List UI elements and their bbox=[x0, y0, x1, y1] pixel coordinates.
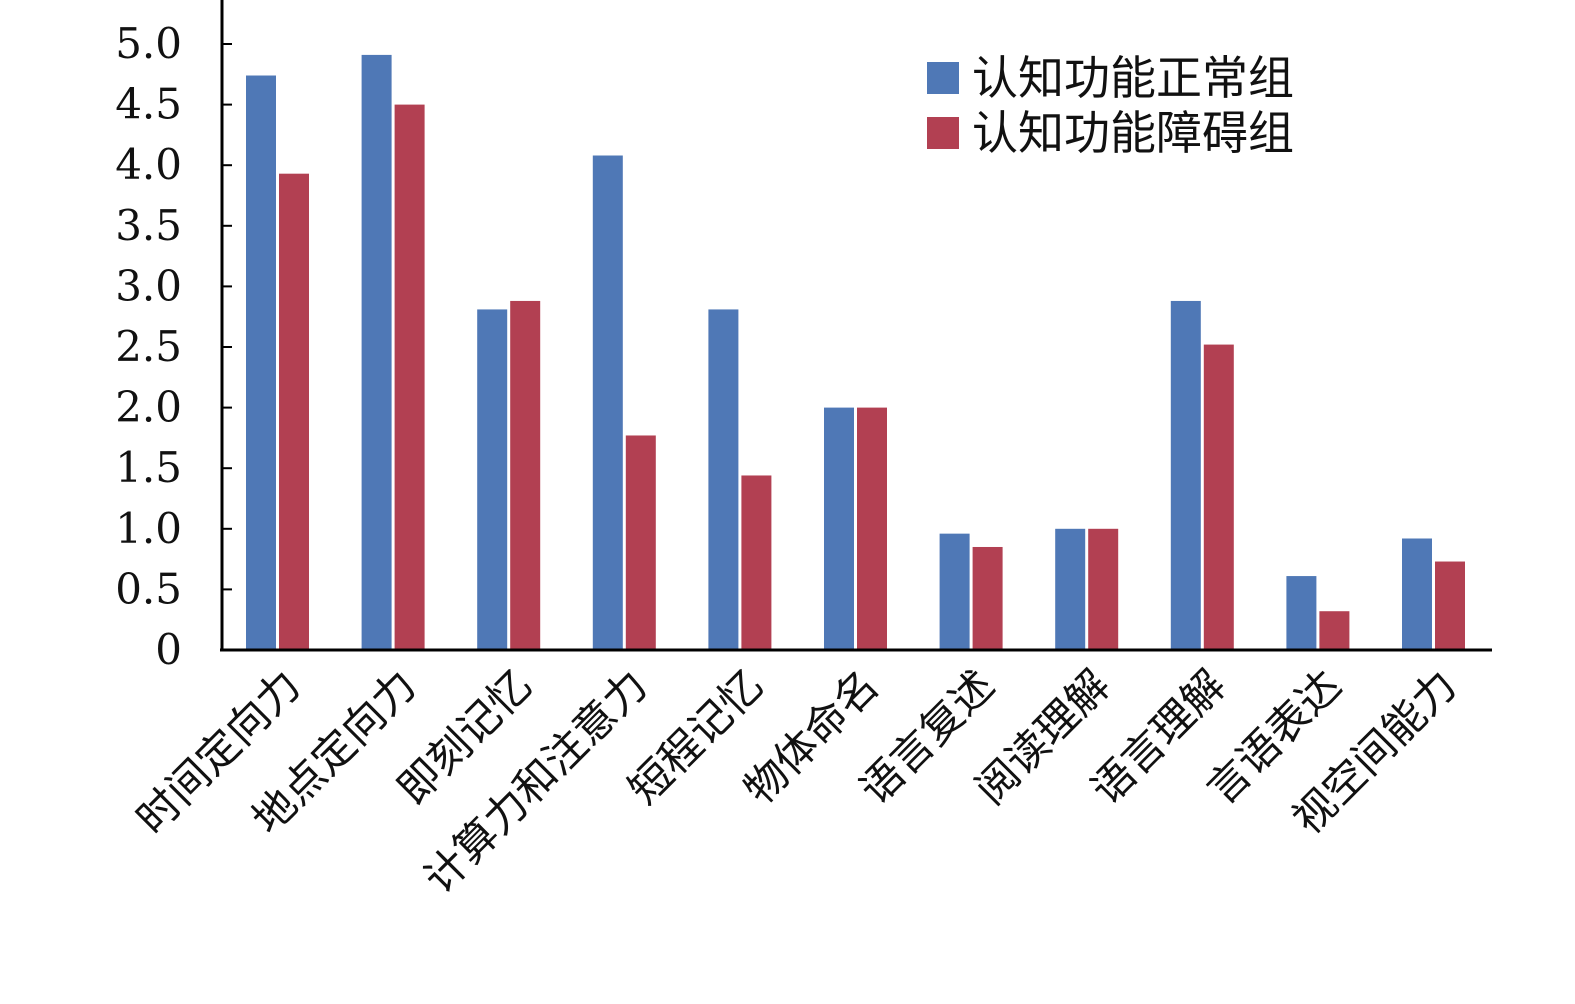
bar-normal bbox=[1170, 300, 1201, 650]
bar-impaired bbox=[1088, 528, 1119, 650]
bar-normal bbox=[1286, 576, 1317, 650]
bar-impaired bbox=[1319, 611, 1350, 650]
bar-normal bbox=[1055, 528, 1086, 650]
legend-swatch bbox=[927, 62, 959, 94]
bar-impaired bbox=[279, 173, 309, 650]
y-tick-label: 3.0 bbox=[115, 261, 182, 310]
y-tick-label: 1.0 bbox=[115, 504, 182, 553]
bar-impaired bbox=[1203, 344, 1234, 650]
y-tick-label: 1.5 bbox=[115, 443, 182, 492]
bar-impaired bbox=[972, 546, 1003, 650]
bar-impaired bbox=[394, 104, 425, 651]
legend-label: 认知功能正常组 bbox=[972, 51, 1294, 105]
bar-normal bbox=[1402, 538, 1432, 650]
bar-impaired bbox=[1435, 561, 1465, 650]
y-tick-label: 3.5 bbox=[115, 201, 182, 250]
bar-normal bbox=[708, 309, 739, 650]
bar-impaired bbox=[625, 435, 656, 650]
legend-swatch bbox=[927, 117, 959, 149]
y-tick-label: 0.5 bbox=[115, 564, 182, 613]
bar-impaired bbox=[510, 300, 541, 650]
bar-normal bbox=[361, 54, 392, 650]
bar-normal bbox=[824, 407, 854, 650]
y-tick-label: 2.5 bbox=[115, 322, 182, 371]
bar-impaired bbox=[857, 407, 887, 650]
y-tick-label: 5.0 bbox=[115, 19, 182, 68]
y-tick-label: 2.0 bbox=[115, 383, 182, 432]
y-tick-label: 0 bbox=[155, 625, 182, 674]
bar-normal bbox=[477, 309, 508, 650]
bar-impaired bbox=[741, 475, 772, 650]
bar-normal bbox=[246, 75, 276, 650]
bar-normal bbox=[939, 533, 970, 650]
y-tick-label: 4.5 bbox=[115, 80, 182, 129]
y-tick-label: 4.0 bbox=[115, 140, 182, 189]
legend-label: 认知功能障碍组 bbox=[972, 106, 1294, 160]
bar-normal bbox=[592, 155, 623, 650]
